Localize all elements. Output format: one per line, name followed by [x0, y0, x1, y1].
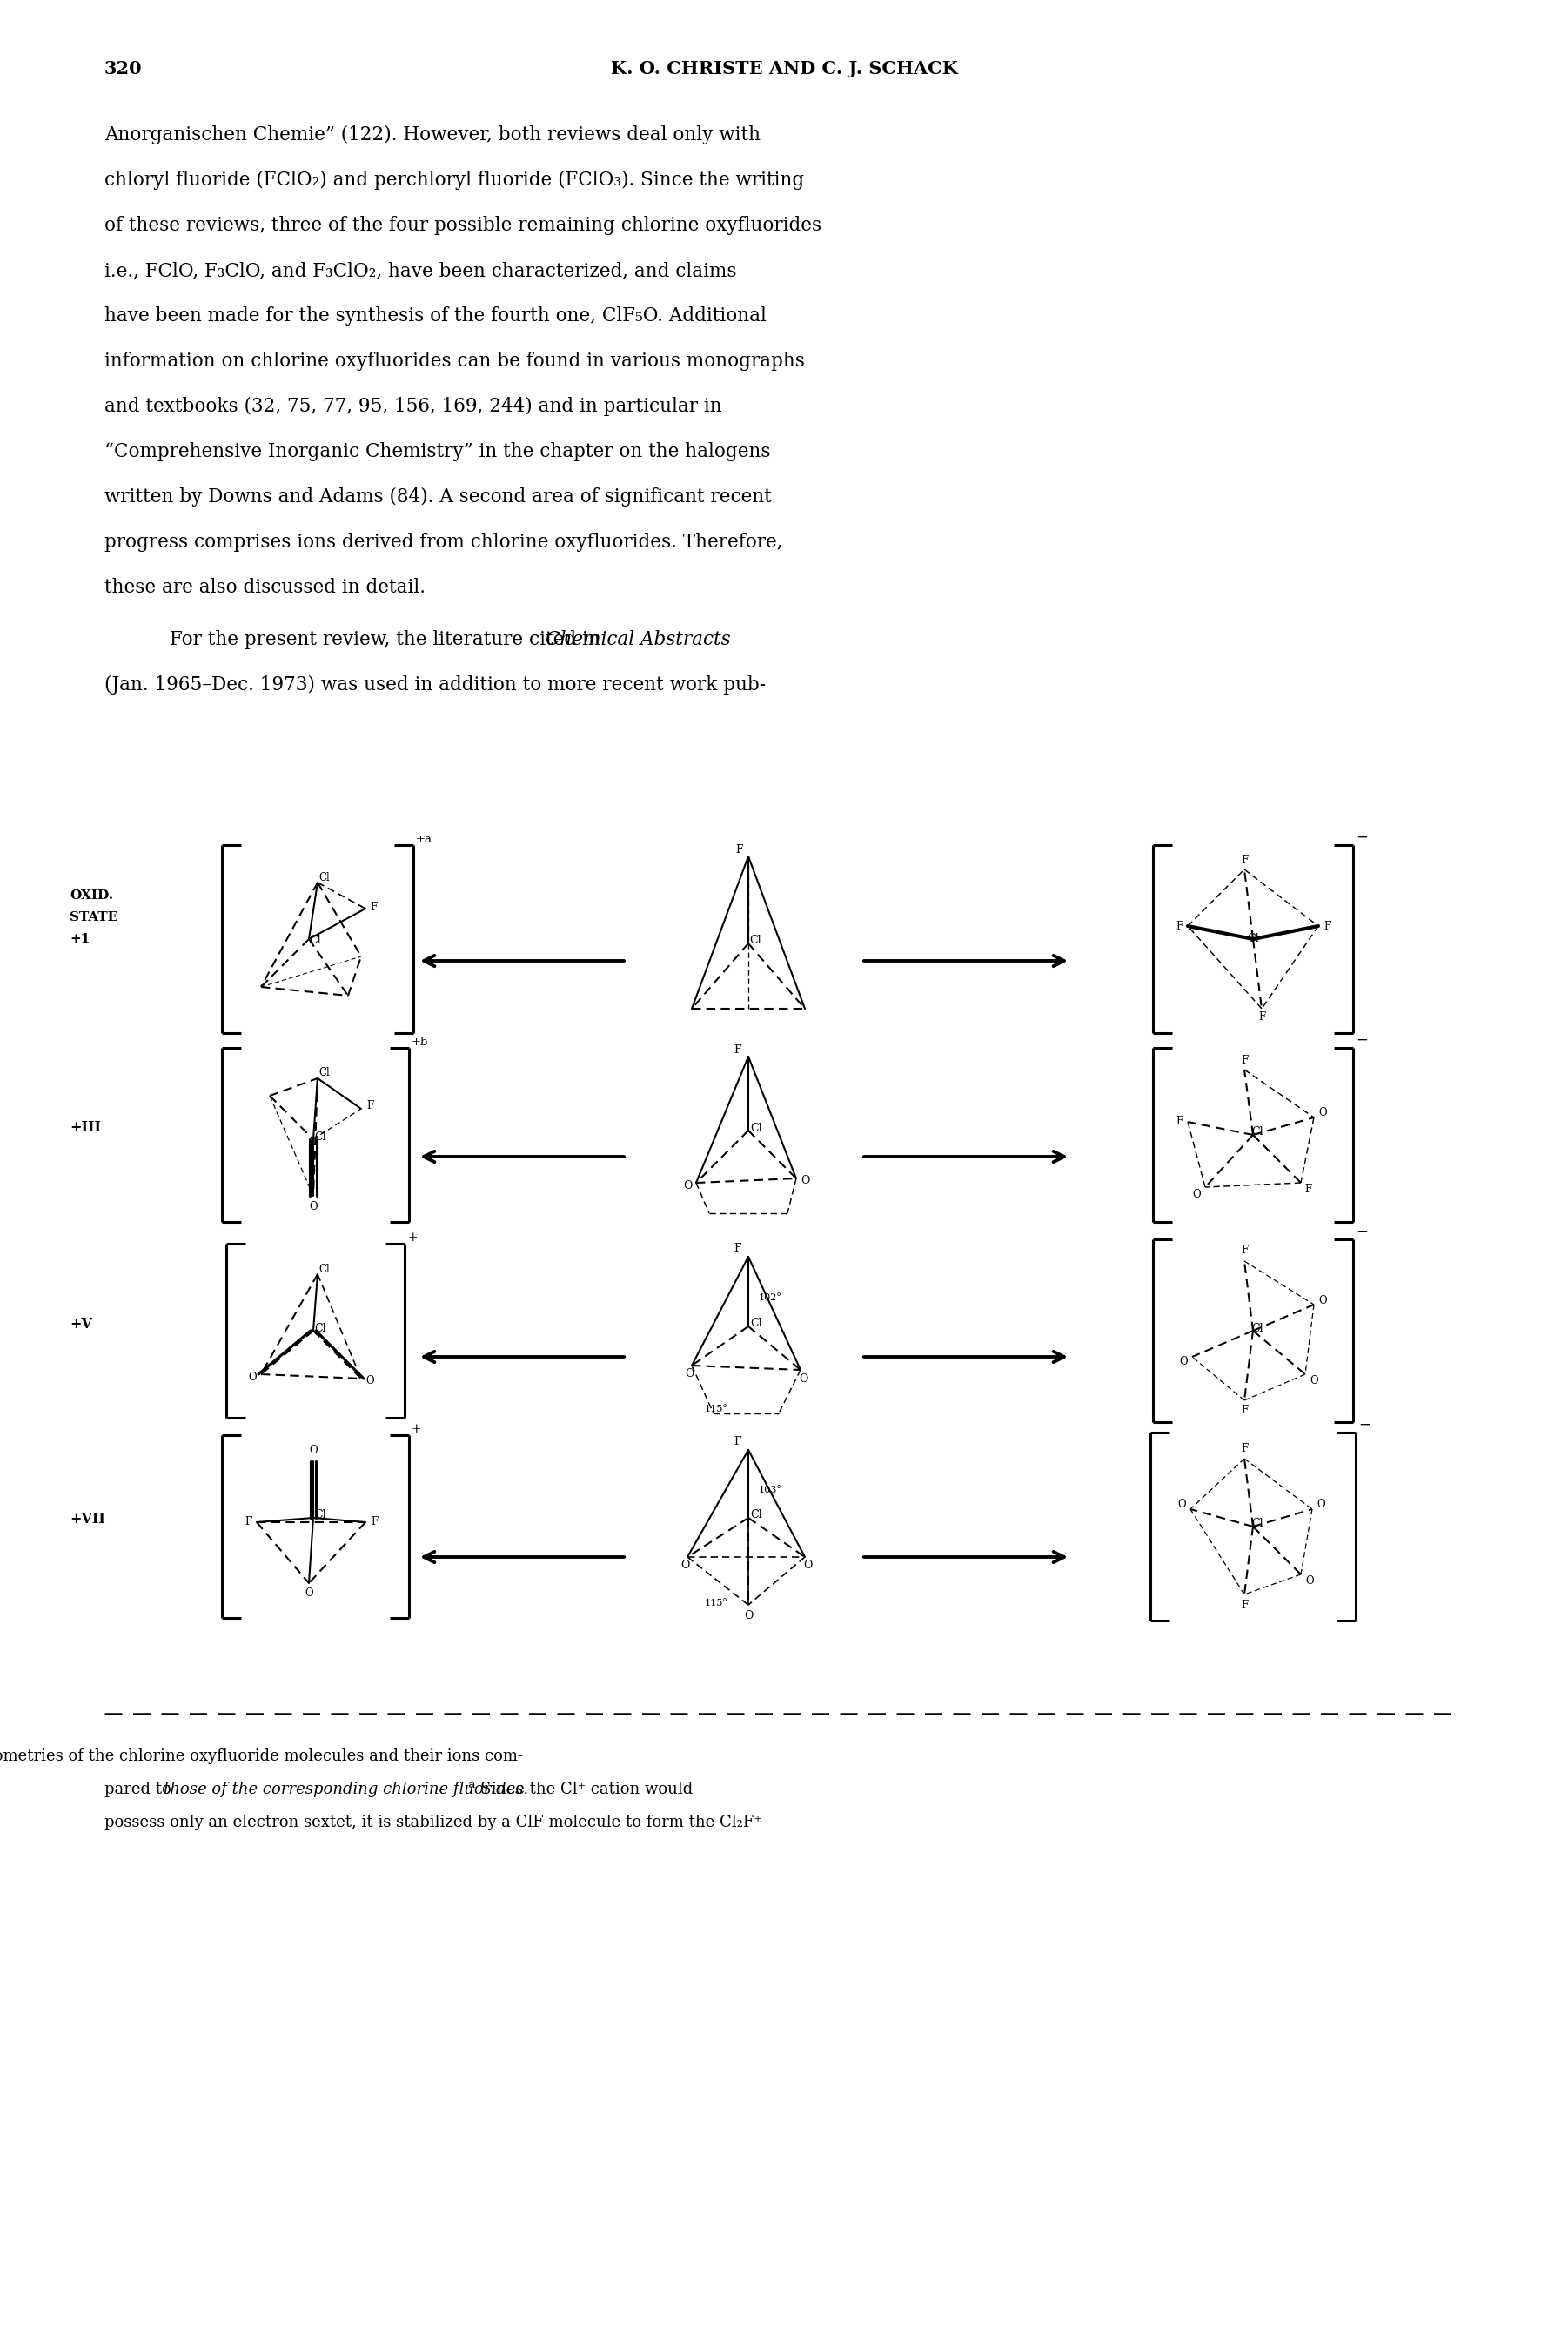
- Text: O: O: [365, 1377, 375, 1386]
- Text: O: O: [1178, 1499, 1185, 1510]
- Text: O: O: [1319, 1294, 1327, 1306]
- Text: Cl: Cl: [318, 871, 331, 883]
- Text: O: O: [798, 1372, 808, 1384]
- Text: these are also discussed in detail.: these are also discussed in detail.: [105, 578, 425, 597]
- Text: +: +: [411, 1423, 422, 1435]
- Text: K. O. CHRISTE AND C. J. SCHACK: K. O. CHRISTE AND C. J. SCHACK: [610, 61, 958, 78]
- Text: Anorganischen Chemie” (122). However, both reviews deal only with: Anorganischen Chemie” (122). However, bo…: [105, 124, 760, 146]
- Text: pared to: pared to: [105, 1781, 176, 1797]
- Text: 102°: 102°: [759, 1294, 782, 1301]
- Text: 320: 320: [105, 61, 143, 78]
- Text: F: F: [1176, 921, 1182, 933]
- Text: F: F: [1240, 1600, 1248, 1611]
- Text: OXID.: OXID.: [69, 890, 113, 902]
- Text: FIG. 1. Geometries of the chlorine oxyfluoride molecules and their ions com-: FIG. 1. Geometries of the chlorine oxyfl…: [0, 1748, 522, 1764]
- Text: Cl: Cl: [1251, 1517, 1264, 1529]
- Text: information on chlorine oxyfluorides can be found in various monographs: information on chlorine oxyfluorides can…: [105, 352, 804, 371]
- Text: F: F: [245, 1517, 251, 1527]
- Text: have been made for the synthesis of the fourth one, ClF₅O. Additional: have been made for the synthesis of the …: [105, 305, 767, 327]
- Text: +: +: [408, 1231, 417, 1243]
- Text: O: O: [1309, 1377, 1319, 1386]
- Text: F: F: [735, 843, 743, 855]
- Text: “Comprehensive Inorganic Chemistry” in the chapter on the halogens: “Comprehensive Inorganic Chemistry” in t…: [105, 442, 770, 460]
- Text: progress comprises ions derived from chlorine oxyfluorides. Therefore,: progress comprises ions derived from chl…: [105, 533, 782, 552]
- Text: O: O: [1179, 1355, 1187, 1367]
- Text: F: F: [367, 1102, 373, 1111]
- Text: Cl: Cl: [1251, 1322, 1264, 1334]
- Text: O: O: [309, 1445, 317, 1456]
- Text: Cl: Cl: [318, 1066, 331, 1078]
- Text: −: −: [1356, 829, 1367, 846]
- Text: F: F: [1240, 1405, 1248, 1416]
- Text: −: −: [1358, 1419, 1370, 1433]
- Text: F: F: [734, 1438, 742, 1447]
- Text: O: O: [681, 1560, 690, 1571]
- Text: Chemical Abstracts: Chemical Abstracts: [546, 630, 731, 648]
- Text: written by Downs and Adams (84). A second area of significant recent: written by Downs and Adams (84). A secon…: [105, 486, 771, 507]
- Text: F: F: [734, 1043, 742, 1055]
- Text: +V: +V: [69, 1315, 93, 1332]
- Text: F: F: [1240, 855, 1248, 867]
- Text: F: F: [734, 1243, 742, 1254]
- Text: F: F: [1323, 921, 1331, 933]
- Text: O: O: [309, 1200, 317, 1212]
- Text: +a: +a: [416, 834, 433, 846]
- Text: Cl: Cl: [318, 1264, 331, 1276]
- Text: O: O: [684, 1179, 691, 1191]
- Text: Cl: Cl: [314, 1130, 326, 1142]
- Text: 115°: 115°: [706, 1600, 728, 1607]
- Text: F: F: [1305, 1184, 1311, 1196]
- Text: chloryl fluoride (FClO₂) and perchloryl fluoride (FClO₃). Since the writing: chloryl fluoride (FClO₂) and perchloryl …: [105, 171, 804, 190]
- Text: 115°: 115°: [706, 1405, 728, 1414]
- Text: Cl: Cl: [314, 1510, 326, 1520]
- Text: +1: +1: [69, 933, 89, 944]
- Text: Cl: Cl: [750, 1123, 762, 1135]
- Text: F: F: [1258, 1012, 1265, 1024]
- Text: +VII: +VII: [69, 1513, 105, 1527]
- Text: F: F: [1240, 1055, 1248, 1066]
- Text: Cl: Cl: [314, 1322, 326, 1334]
- Text: those of the corresponding chlorine fluorides.: those of the corresponding chlorine fluo…: [163, 1781, 528, 1797]
- Text: O: O: [304, 1588, 314, 1600]
- Text: i.e., FClO, F₃ClO, and F₃ClO₂, have been characterized, and claims: i.e., FClO, F₃ClO, and F₃ClO₂, have been…: [105, 261, 737, 280]
- Text: Cl: Cl: [1247, 933, 1259, 944]
- Text: −: −: [1356, 1034, 1367, 1048]
- Text: F: F: [1240, 1245, 1248, 1257]
- Text: +b: +b: [411, 1036, 428, 1048]
- Text: For the present review, the literature cited in: For the present review, the literature c…: [169, 630, 607, 648]
- Text: (Jan. 1965–Dec. 1973) was used in addition to more recent work pub-: (Jan. 1965–Dec. 1973) was used in additi…: [105, 677, 765, 695]
- Text: O: O: [743, 1609, 753, 1621]
- Text: of these reviews, three of the four possible remaining chlorine oxyfluorides: of these reviews, three of the four poss…: [105, 216, 822, 235]
- Text: +III: +III: [69, 1120, 100, 1135]
- Text: F: F: [370, 1517, 378, 1527]
- Text: F: F: [1176, 1116, 1182, 1128]
- Text: F: F: [1240, 1442, 1248, 1454]
- Text: O: O: [1306, 1576, 1314, 1588]
- Text: −: −: [1356, 1224, 1367, 1240]
- Text: O: O: [1317, 1499, 1325, 1510]
- Text: STATE: STATE: [69, 911, 118, 923]
- Text: Cl: Cl: [750, 1318, 762, 1330]
- Text: F: F: [370, 902, 376, 911]
- Text: O: O: [1192, 1189, 1201, 1200]
- Text: Cl: Cl: [750, 1510, 762, 1520]
- Text: O: O: [248, 1372, 257, 1384]
- Text: 103°: 103°: [759, 1485, 782, 1494]
- Text: O: O: [685, 1369, 693, 1379]
- Text: O: O: [800, 1174, 809, 1186]
- Text: and textbooks (32, 75, 77, 95, 156, 169, 244) and in particular in: and textbooks (32, 75, 77, 95, 156, 169,…: [105, 397, 721, 416]
- Text: Cl: Cl: [309, 935, 321, 947]
- Text: O: O: [803, 1560, 812, 1571]
- Text: possess only an electron sextet, it is stabilized by a ClF molecule to form the : possess only an electron sextet, it is s…: [105, 1816, 762, 1830]
- Text: Cl: Cl: [1251, 1128, 1264, 1137]
- Text: ª Since the Cl⁺ cation would: ª Since the Cl⁺ cation would: [464, 1781, 693, 1797]
- Text: O: O: [1319, 1106, 1327, 1118]
- Text: Cl: Cl: [750, 935, 760, 947]
